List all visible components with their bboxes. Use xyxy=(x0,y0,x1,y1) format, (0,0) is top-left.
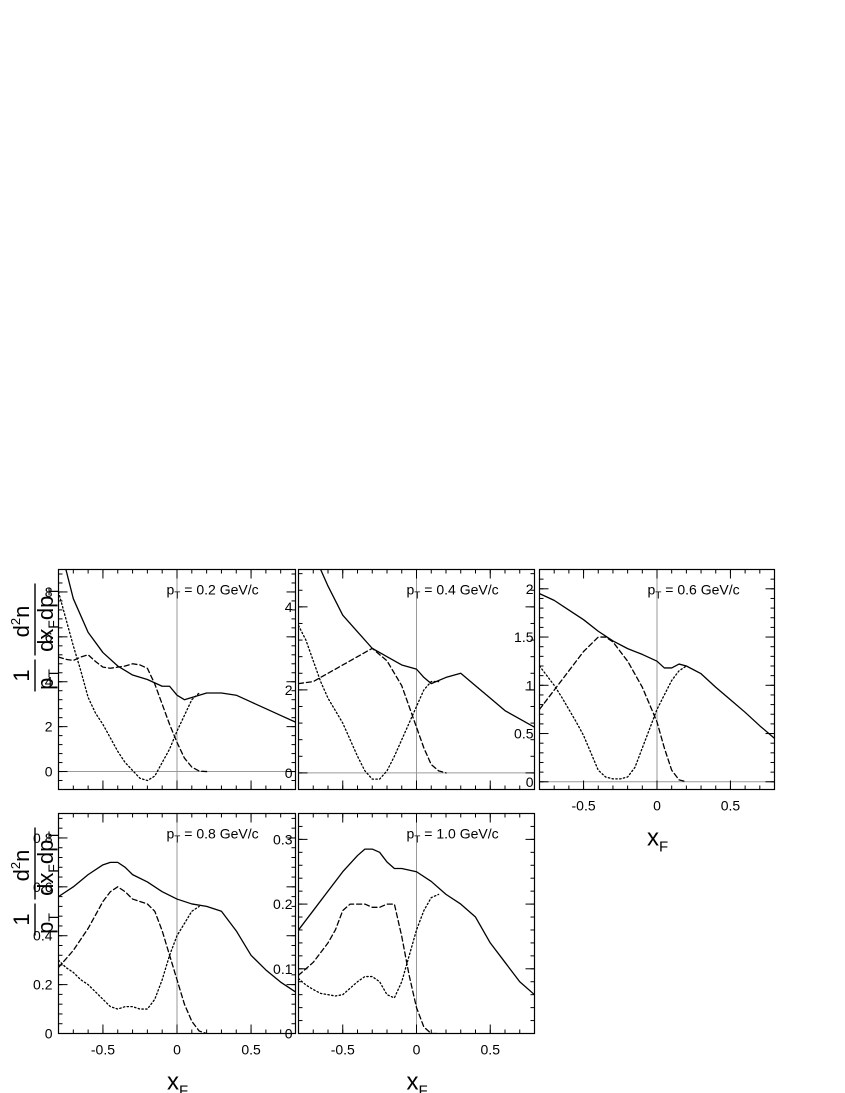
panel-4: 0 0.2 0.4 0.6 0.8 -0.5 0 0.5 pT = 0.8 GeV/c xF 1pT… xyxy=(8,812,297,1093)
y-tick-label: 4 xyxy=(285,599,293,615)
series-solid-line xyxy=(58,861,296,993)
series-group xyxy=(539,592,775,783)
panel-3: 0 0.5 1 1.5 2 -0.5 0 0.5 pT = 0.6 GeV/c xF xyxy=(514,568,776,856)
y-tick-label: 0 xyxy=(285,1026,293,1042)
y-tick-label: 0.5 xyxy=(514,726,534,742)
x-tick-label: 0 xyxy=(173,1042,181,1058)
x-tick-label: 0.5 xyxy=(241,1042,261,1058)
series-dashed-line xyxy=(298,647,447,774)
series-solid-line xyxy=(298,848,535,996)
y-label-denominator: pT xyxy=(33,669,61,690)
y-tick-label: 8 xyxy=(45,584,53,600)
series-group xyxy=(298,848,535,1034)
y-label-frac-denominator: dxFdpT xyxy=(33,587,61,652)
y-tick-label: 6 xyxy=(45,629,53,645)
y-tick-label: 0.4 xyxy=(33,928,53,944)
panel-2: 0 2 4 pT = 0.4 GeV/c xyxy=(285,568,536,791)
y-tick-label: 0 xyxy=(285,765,293,781)
series-dotted-line xyxy=(539,665,688,780)
y-tick-label: 2 xyxy=(285,682,293,698)
y-tick-label: 0 xyxy=(45,1026,53,1042)
x-tick-label: -0.5 xyxy=(331,1042,355,1058)
y-label-numerator: 1 xyxy=(9,913,34,925)
series-solid-line xyxy=(539,592,775,740)
panel-label: pT = 0.6 GeV/c xyxy=(648,582,740,602)
series-group xyxy=(298,569,535,780)
panel-label: pT = 0.2 GeV/c xyxy=(167,582,259,602)
y-label-frac-numerator: d2n xyxy=(8,606,34,638)
series-group xyxy=(58,861,296,1034)
series-solid-line xyxy=(319,569,535,728)
panel-label: pT = 0.4 GeV/c xyxy=(407,582,499,602)
series-dashed-line xyxy=(539,636,688,783)
y-label-numerator: 1 xyxy=(9,669,34,681)
y-tick-label: 0 xyxy=(526,774,534,790)
y-tick-label: 0.8 xyxy=(33,830,53,846)
x-axis-label: xF xyxy=(407,1069,428,1093)
series-dotted-line xyxy=(298,893,440,999)
series-group xyxy=(58,569,296,782)
series-dotted-line xyxy=(58,905,200,1010)
series-dotted-line xyxy=(298,624,440,780)
y-label-denominator: pT xyxy=(33,913,61,934)
y-tick-label: 0.6 xyxy=(33,879,53,895)
y-tick-label: 0.1 xyxy=(273,961,293,977)
y-tick-label: 1 xyxy=(526,677,534,693)
panel-5: 0 0.1 0.2 0.3 -0.5 0 0.5 pT = 1.0 GeV/c xF xyxy=(273,812,536,1093)
y-tick-label: 0.2 xyxy=(273,896,293,912)
y-tick-label: 2 xyxy=(526,581,534,597)
y-tick-label: 1.5 xyxy=(514,629,534,645)
series-dotted-line xyxy=(58,591,200,782)
series-dashed-line xyxy=(298,903,440,1034)
y-tick-label: 0.3 xyxy=(273,831,293,847)
y-tick-label: 2 xyxy=(45,719,53,735)
y-label-frac-numerator: d2n xyxy=(8,850,34,882)
x-tick-label: 0.5 xyxy=(481,1042,501,1058)
series-dashed-line xyxy=(58,886,208,1034)
x-tick-label: -0.5 xyxy=(91,1042,115,1058)
panel-label: pT = 1.0 GeV/c xyxy=(407,826,499,846)
x-axis-label: xF xyxy=(647,825,668,856)
x-tick-label: -0.5 xyxy=(572,798,596,814)
y-tick-label: 0 xyxy=(45,764,53,780)
y-tick-label: 0.2 xyxy=(33,977,53,993)
y-tick-label: 4 xyxy=(45,674,53,690)
x-tick-label: 0 xyxy=(413,1042,421,1058)
y-label-frac-denominator: dxFdpT xyxy=(33,831,61,896)
series-solid-line xyxy=(65,569,296,723)
x-tick-label: 0.5 xyxy=(721,798,741,814)
x-tick-label: 0 xyxy=(653,798,661,814)
x-axis-label: xF xyxy=(167,1069,188,1093)
panel-label: pT = 0.8 GeV/c xyxy=(167,826,259,846)
series-dashed-line xyxy=(58,654,208,773)
